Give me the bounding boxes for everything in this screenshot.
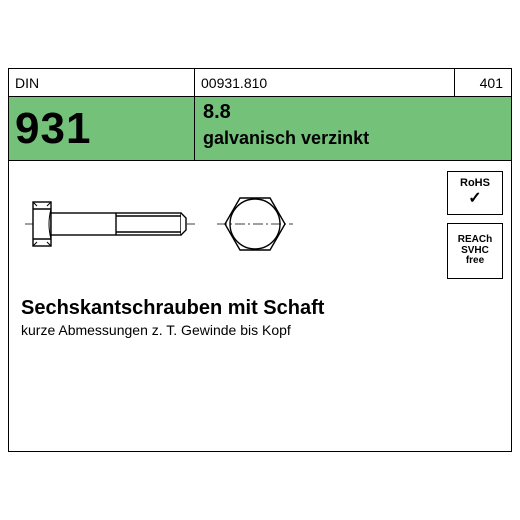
- body-area: RoHS ✓ REACh SVHC free: [9, 161, 511, 453]
- strength-grade: 8.8: [203, 101, 503, 123]
- product-label-card: DIN 00931.810 401 931 8.8 galvanisch ver…: [0, 0, 520, 520]
- header-row: DIN 00931.810 401: [9, 69, 511, 97]
- grade-finish-cell: 8.8 galvanisch verzinkt: [195, 97, 511, 161]
- standard-band: 931 8.8 galvanisch verzinkt: [9, 97, 511, 161]
- product-title: Sechskantschrauben mit Schaft: [21, 297, 441, 320]
- surface-finish: galvanisch verzinkt: [203, 129, 503, 149]
- header-right-code: 401: [455, 69, 511, 97]
- header-article-code: 00931.810: [195, 69, 455, 97]
- card-frame: DIN 00931.810 401 931 8.8 galvanisch ver…: [8, 68, 512, 452]
- header-standard-label: DIN: [9, 69, 195, 97]
- check-icon: ✓: [468, 191, 481, 208]
- reach-badge: REACh SVHC free: [447, 223, 503, 279]
- din-number: 931: [15, 107, 91, 151]
- technical-drawing: [23, 169, 343, 279]
- rohs-label: RoHS: [460, 178, 490, 190]
- reach-line3: free: [466, 256, 484, 267]
- title-block: Sechskantschrauben mit Schaft kurze Abme…: [21, 297, 441, 338]
- bolt-hex-svg: [23, 169, 343, 279]
- rohs-badge: RoHS ✓: [447, 171, 503, 215]
- product-subtitle: kurze Abmessungen z. T. Gewinde bis Kopf: [21, 322, 441, 338]
- din-number-cell: 931: [9, 97, 195, 161]
